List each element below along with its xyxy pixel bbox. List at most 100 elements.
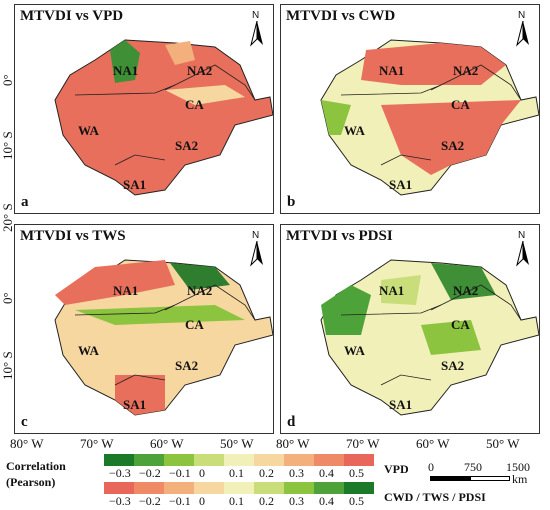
colorbar-cwd-ticks: −0.3 −0.2 −0.1 0 0.1 0.2 0.3 0.4 0.5 <box>104 494 374 510</box>
region-label: SA2 <box>175 358 199 373</box>
colorbar-swatch <box>224 454 254 466</box>
region-label: CA <box>451 317 470 332</box>
colorbar-tick: 0 <box>199 494 205 508</box>
colorbar-vpd-ticks: −0.3 −0.2 −0.1 0 0.1 0.2 0.3 0.4 0.5 <box>104 466 374 482</box>
colorbar-tick: −0.1 <box>169 466 191 480</box>
region-label: WA <box>344 343 365 358</box>
region-label: SA1 <box>389 397 413 412</box>
colorbar-swatch <box>104 454 134 466</box>
panel-d-letter: d <box>287 414 296 430</box>
colorbar-swatch <box>284 482 314 494</box>
colorbar-tick: 0.2 <box>259 466 274 480</box>
panel-a-vpd: MTVDI vs VPD a N NA1 NA2 CA WA SA2 SA1 <box>14 4 274 214</box>
region-label: NA1 <box>379 63 405 78</box>
colorbar-tick: −0.2 <box>139 494 161 508</box>
region-label: NA2 <box>187 283 213 298</box>
y-axis-label: 0° <box>0 292 15 304</box>
colorbar-cwd-label: CWD / TWS / PDSI <box>384 490 486 504</box>
colorbar-tick: 0.4 <box>319 466 334 480</box>
colorbar-swatch <box>284 454 314 466</box>
region-label: NA2 <box>453 283 479 298</box>
colorbar-cwd-tws-pdsi <box>104 482 374 494</box>
colorbar-swatch <box>194 482 224 494</box>
panel-c-tws: MTVDI vs TWS c N NA1 NA2 CA WA SA2 SA1 <box>14 224 274 434</box>
x-axis-label: 60° W <box>416 436 450 451</box>
north-arrow-icon: N <box>515 230 531 267</box>
region-label: SA2 <box>441 358 465 373</box>
region-label: SA1 <box>389 177 413 192</box>
colorbar-swatch <box>104 482 134 494</box>
map-tws <box>54 259 273 416</box>
colorbar-swatch <box>164 482 194 494</box>
x-axis-label: 80° W <box>10 436 44 451</box>
colorbar-swatch <box>344 482 374 494</box>
region-label: NA1 <box>113 283 139 298</box>
north-arrow-icon: N <box>249 10 265 47</box>
region-label: SA1 <box>123 397 147 412</box>
colorbar-swatch <box>224 482 254 494</box>
colorbar-swatch <box>254 482 284 494</box>
colorbar-vpd-label: VPD <box>384 462 409 476</box>
region-label: CA <box>185 97 204 112</box>
colorbar-swatch <box>134 482 164 494</box>
x-axis-label: 70° W <box>80 436 114 451</box>
colorbar-swatch <box>314 482 344 494</box>
region-label: NA1 <box>379 283 405 298</box>
colorbar-swatch <box>314 454 344 466</box>
region-label: WA <box>78 343 99 358</box>
region-label: SA1 <box>123 177 147 192</box>
region-label: NA2 <box>187 63 213 78</box>
map-pdsi <box>320 259 539 416</box>
region-label: WA <box>344 123 365 138</box>
colorbar-tick: −0.1 <box>169 494 191 508</box>
region-label: CA <box>185 317 204 332</box>
colorbar-swatch <box>164 454 194 466</box>
panel-c-title: MTVDI vs TWS <box>20 228 126 244</box>
x-axis-label: 50° W <box>220 436 254 451</box>
x-axis-label: 60° W <box>150 436 184 451</box>
colorbar-tick: 0.1 <box>229 494 244 508</box>
region-label: SA2 <box>175 138 199 153</box>
region-label: NA1 <box>113 63 139 78</box>
panel-d-pdsi: MTVDI vs PDSI d N NA1 NA2 CA WA SA2 SA1 <box>280 224 540 434</box>
x-axis-label: 80° W <box>276 436 310 451</box>
north-arrow-icon: N <box>249 230 265 267</box>
panel-b-title: MTVDI vs CWD <box>286 8 396 24</box>
colorbar-tick: 0 <box>199 466 205 480</box>
colorbar-swatch <box>344 454 374 466</box>
colorbar-tick: −0.3 <box>109 494 131 508</box>
region-label: WA <box>78 123 99 138</box>
colorbar-swatch <box>194 454 224 466</box>
colorbar-tick: 0.4 <box>319 494 334 508</box>
region-label: CA <box>451 97 470 112</box>
panel-a-title: MTVDI vs VPD <box>20 8 124 24</box>
y-axis-label: 10° S <box>0 351 15 380</box>
colorbar-tick: 0.5 <box>349 466 364 480</box>
colorbar-tick: 0.1 <box>229 466 244 480</box>
north-arrow-icon: N <box>515 10 531 47</box>
map-vpd <box>54 39 273 196</box>
scale-bar: 0 750 1500 km <box>428 460 530 486</box>
y-axis-label: 10° S <box>0 131 15 160</box>
colorbar-tick: 0.5 <box>349 494 364 508</box>
panel-c-letter: c <box>21 414 28 430</box>
panel-d-title: MTVDI vs PDSI <box>286 228 393 244</box>
colorbar-tick: 0.2 <box>259 494 274 508</box>
y-axis-label: 20° S <box>0 203 15 232</box>
colorbar-tick: −0.2 <box>139 466 161 480</box>
x-axis-label: 50° W <box>486 436 520 451</box>
colorbar-swatch <box>254 454 284 466</box>
region-label: NA2 <box>453 63 479 78</box>
map-cwd <box>320 39 539 196</box>
colorbar-tick: 0.3 <box>289 494 304 508</box>
y-axis-label: 0° <box>0 74 15 86</box>
region-label: SA2 <box>441 138 465 153</box>
panel-b-cwd: MTVDI vs CWD b N NA1 NA2 CA WA SA2 SA1 <box>280 4 540 214</box>
panel-a-letter: a <box>21 194 29 210</box>
colorbar-swatch <box>134 454 164 466</box>
x-axis-label: 70° W <box>346 436 380 451</box>
colorbar-tick: −0.3 <box>109 466 131 480</box>
colorbar-vpd <box>104 454 374 466</box>
colorbar-tick: 0.3 <box>289 466 304 480</box>
panel-b-letter: b <box>287 194 296 210</box>
